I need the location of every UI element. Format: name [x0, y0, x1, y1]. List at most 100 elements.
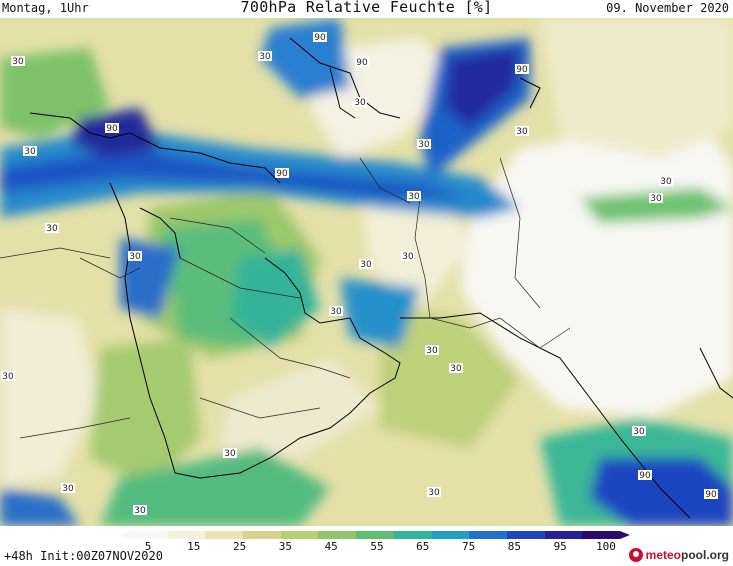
contour-label-text: 30: [224, 449, 236, 459]
contour-label-text: 30: [450, 364, 462, 374]
contour-label: 30: [632, 426, 646, 437]
contour-label-box: [515, 126, 529, 136]
contour-label-text: 30: [134, 506, 146, 516]
colorbar-segment: [431, 531, 470, 539]
contour-labels: 30 30 30 30 30 30 30 30 30 30 30 30 30 30 30 30 30 30 30 30…: [1, 32, 718, 516]
colorbar-ticks: 5 15 25 35 45 55 65 75 85 95 100: [0, 540, 733, 554]
contour-label: 30: [449, 363, 463, 374]
contour-label: 90: [105, 123, 119, 134]
contour-label-box: [133, 505, 147, 515]
colorbar-tip-right: [619, 531, 630, 539]
contour-label-box: [223, 448, 237, 458]
contour-label: 30: [45, 223, 59, 234]
brand-logo[interactable]: meteo pool.org: [628, 548, 729, 562]
country-borders: [0, 157, 571, 439]
colorbar-segment: [544, 531, 583, 539]
model-run-label: +48h Init:00Z07NOV2020: [4, 549, 163, 563]
colorbar-segment: [318, 531, 357, 539]
contour-label-text: 30: [62, 484, 74, 494]
contour-label: 30: [649, 193, 663, 204]
contour-label-text: 30: [633, 427, 645, 437]
contour-label-box: [401, 251, 415, 261]
contour-label-text: 30: [418, 140, 430, 150]
contour-label: 30: [61, 483, 75, 494]
colorbar-tick-label: 95: [553, 540, 567, 553]
humidity-map: 30 30 30 30 30 30 30 30 30 30 30 30 30 30 30 30 30 30 30 30…: [0, 18, 733, 526]
colorbar-segment: [393, 531, 432, 539]
contour-label: 30: [407, 191, 421, 202]
colorbar-tick-label: 100: [596, 540, 616, 553]
contour-label-box: [1, 371, 15, 381]
valid-date-label: 09. November 2020: [606, 1, 729, 15]
contour-label-text: 90: [705, 490, 717, 500]
contour-label-box: [329, 306, 343, 316]
colorbar-tick-label: 85: [507, 540, 522, 553]
contour-label-text: 30: [46, 224, 58, 234]
colorbar-tick-label: 15: [187, 540, 201, 553]
contour-label: 30: [515, 126, 529, 137]
map-header: Montag, 1Uhr 700hPa Relative Feuchte [%]…: [0, 0, 733, 18]
colorbar-tick-label: 25: [232, 540, 247, 553]
contour-label-text: 30: [129, 252, 141, 262]
contour-label-box: [355, 57, 369, 67]
colorbar-tick-label: 75: [461, 540, 476, 553]
colorbar-segment: [167, 531, 206, 539]
contour-label-box: [128, 251, 142, 261]
colorbar-segment: [356, 531, 394, 539]
contour-label-box: [23, 146, 37, 156]
contour-label: 30: [417, 139, 431, 150]
contour-label-text: 90: [314, 33, 326, 43]
contour-label: 30: [128, 251, 142, 262]
contour-label: 90: [355, 57, 369, 68]
contour-label: 30: [223, 448, 237, 459]
logo-icon: [628, 548, 643, 562]
contour-label: 30: [427, 487, 441, 498]
contour-label-text: 30: [402, 252, 414, 262]
contour-label-box: [407, 191, 421, 201]
contour-label-box: [638, 470, 652, 480]
contour-label-text: 30: [650, 194, 662, 204]
contour-label-text: 30: [360, 260, 372, 270]
contour-label: 30: [353, 97, 367, 108]
contour-label-text: 30: [12, 57, 24, 67]
contour-label-text: 90: [106, 124, 118, 134]
contour-label: 30: [425, 345, 439, 356]
contour-label: 30: [359, 259, 373, 270]
contour-label-text: 30: [2, 372, 14, 382]
contour-label-box: [275, 168, 289, 178]
contour-label: 30: [401, 251, 415, 262]
colorbar-tick-label: 35: [278, 540, 293, 553]
colorbar-segment: [582, 531, 620, 539]
contour-label-text: 90: [356, 58, 368, 68]
contour-label: 90: [638, 470, 652, 481]
contour-label-box: [353, 97, 367, 107]
contour-label-box: [425, 345, 439, 355]
contour-label-text: 30: [428, 488, 440, 498]
contour-label-text: 30: [259, 52, 271, 62]
contour-label-box: [427, 487, 441, 497]
colorbar-tip-left: [120, 531, 130, 539]
humidity-field: [0, 18, 733, 526]
contour-label-box: [45, 223, 59, 233]
contour-label-box: [417, 139, 431, 149]
valid-day-label: Montag, 1Uhr: [2, 1, 89, 15]
contour-label-text: 90: [516, 65, 528, 75]
contour-label-text: 30: [516, 127, 528, 137]
contour-label: 90: [313, 32, 327, 43]
contour-label: 30: [1, 371, 15, 382]
contour-label: 90: [515, 64, 529, 75]
colorbar-tick-label: 55: [370, 540, 384, 553]
colorbar-tick-label: 5: [144, 540, 152, 553]
contour-label-box: [449, 363, 463, 373]
contour-label: 30: [329, 306, 343, 317]
brand-secondary: pool.org: [681, 548, 729, 562]
colorbar-segment: [506, 531, 545, 539]
contour-label-box: [258, 51, 272, 61]
colorbar-segment: [243, 531, 281, 539]
contour-label-text: 30: [354, 98, 366, 108]
colorbar-segment: [280, 531, 319, 539]
contour-label-text: 90: [276, 169, 288, 179]
contour-label: 90: [704, 489, 718, 500]
contour-label-box: [632, 426, 646, 436]
contour-label-text: 30: [330, 307, 342, 317]
